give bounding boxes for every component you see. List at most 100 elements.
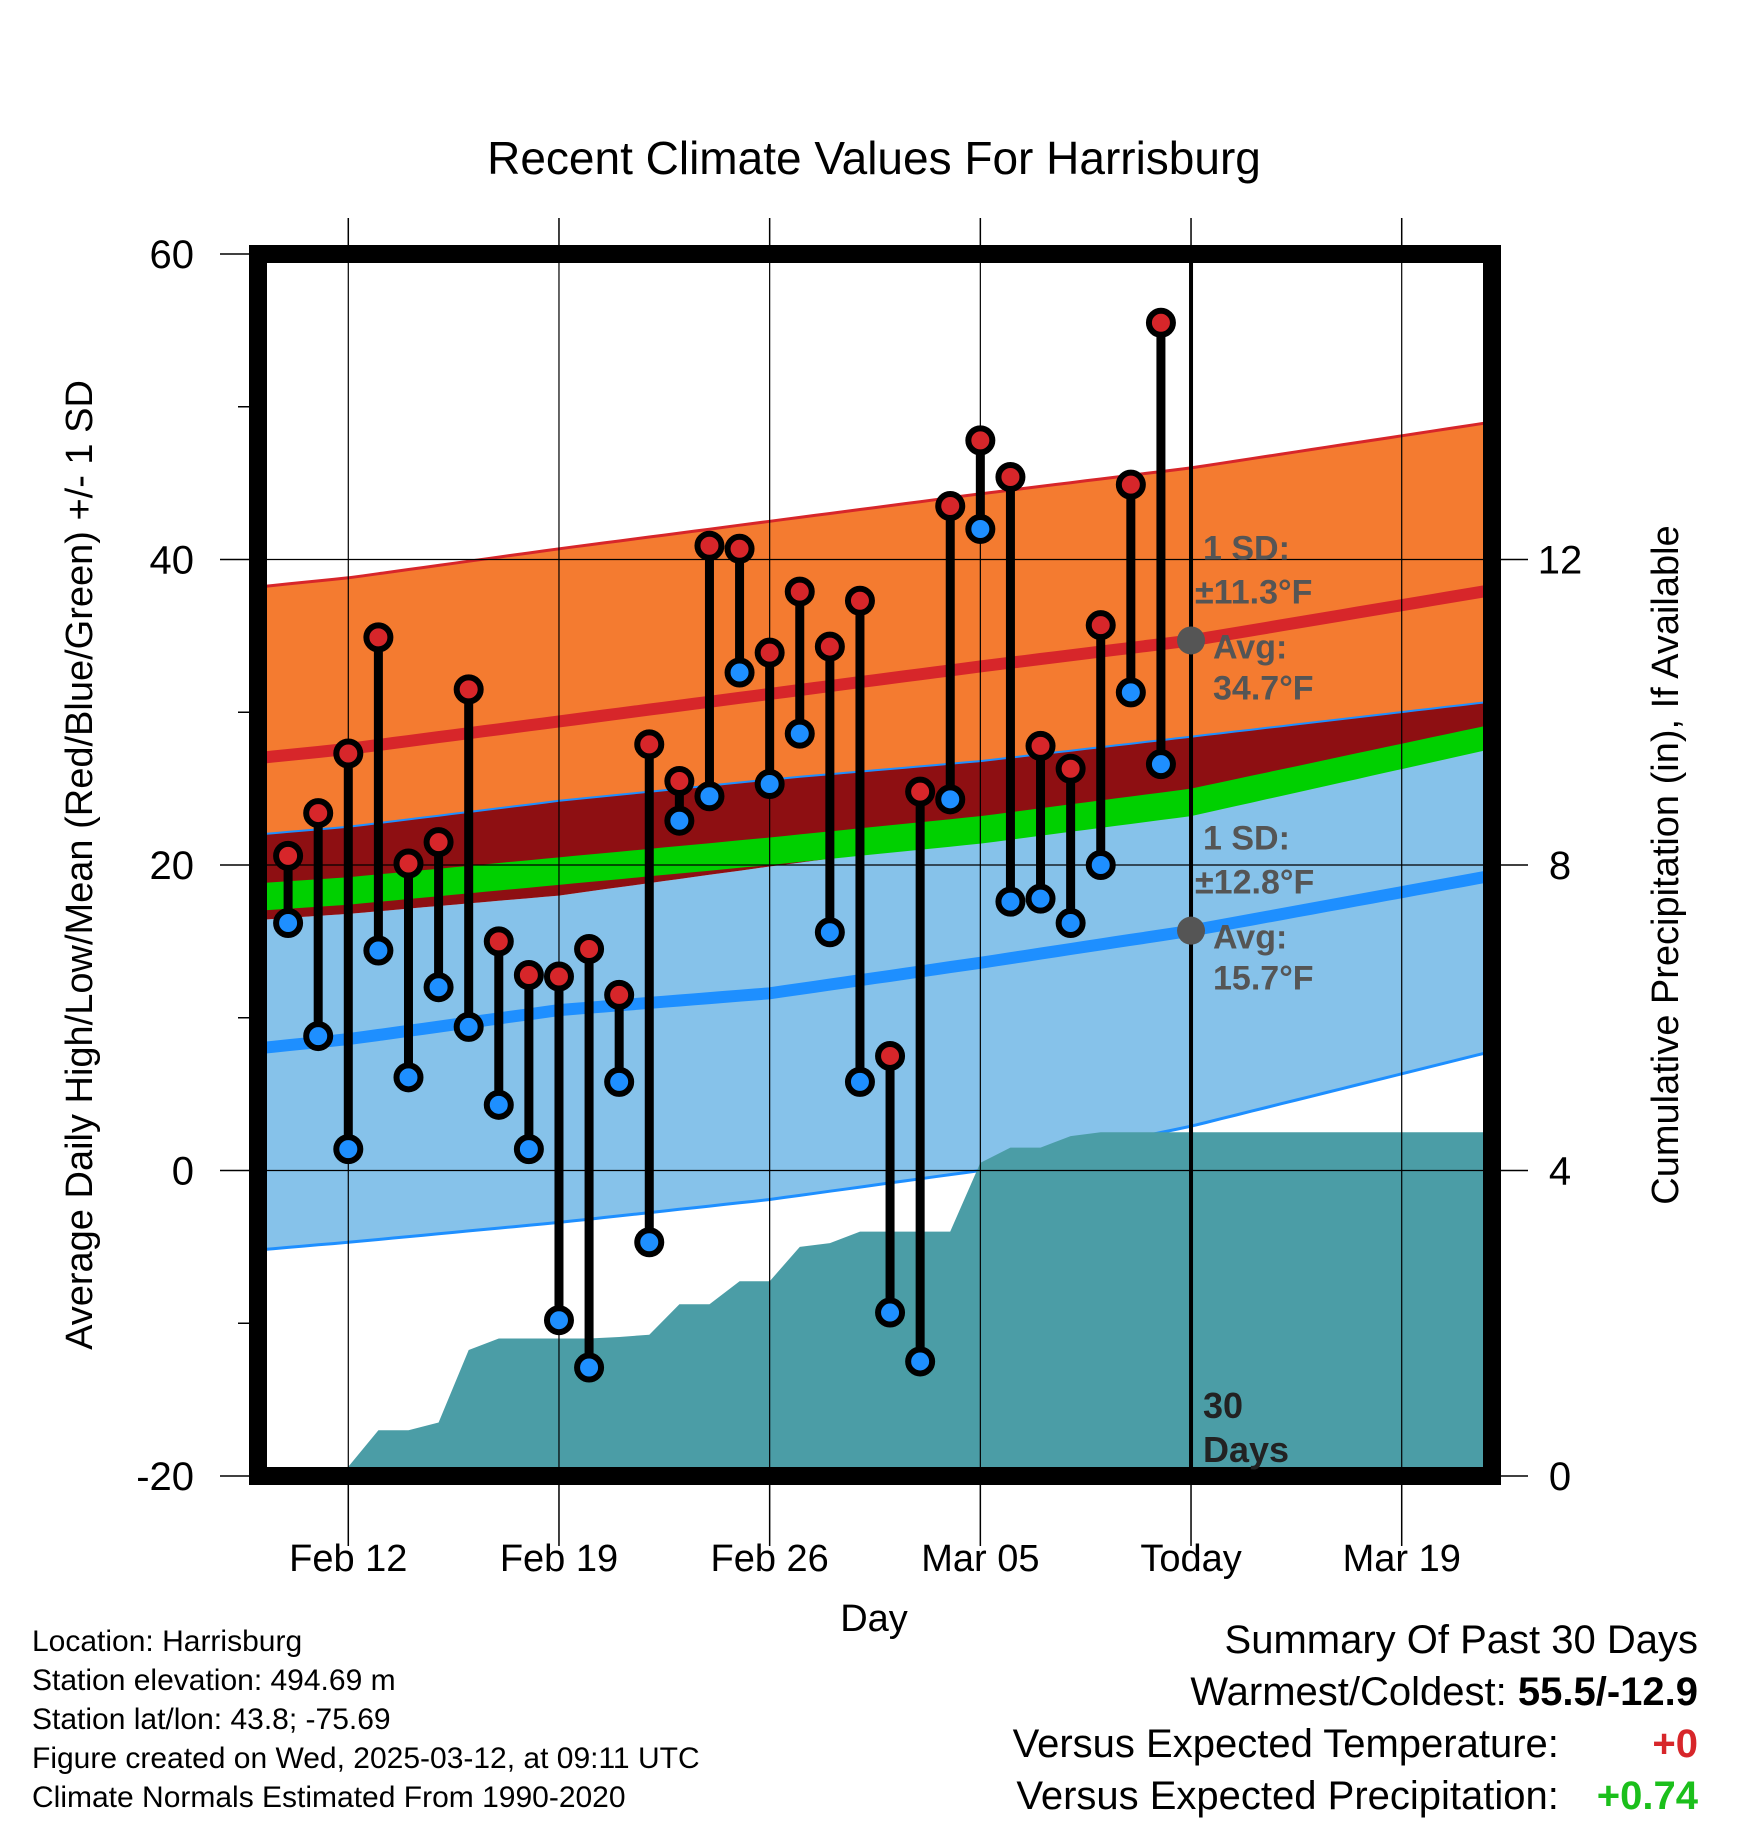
- high-point: [814, 631, 845, 662]
- today-low-avg-marker: [1177, 916, 1206, 945]
- y2-axis-label: Cumulative Precipitation (in), If Availa…: [1645, 525, 1687, 1204]
- high-point: [1025, 730, 1056, 761]
- period-unit: Days: [1203, 1429, 1289, 1470]
- low-point: [724, 657, 755, 688]
- high-point: [423, 827, 454, 858]
- summary-warmest-coldest: Warmest/Coldest: 55.5/-12.9: [1190, 1670, 1698, 1715]
- high-point: [1085, 610, 1116, 641]
- x-tick-label: Mar 19: [1343, 1538, 1461, 1580]
- low-point: [453, 1011, 484, 1042]
- avg-high-line: [258, 584, 1492, 765]
- low-point: [273, 908, 304, 939]
- footer-location: Location: Harrisburg: [32, 1625, 303, 1658]
- low-point: [1055, 908, 1086, 939]
- summary-temperature: Versus Expected Temperature: +0: [1013, 1722, 1698, 1767]
- low-point: [423, 972, 454, 1003]
- high-point: [844, 585, 875, 616]
- high-sd-value: ±11.3°F: [1195, 573, 1312, 611]
- high-point: [453, 674, 484, 705]
- high-point: [1055, 753, 1086, 784]
- high-point: [694, 530, 725, 561]
- high-annotation: 1 SD: ±11.3°F Avg: 34.7°F: [1195, 529, 1314, 707]
- axes: Feb 12 Feb 19 Feb 26 Mar 05 Today Mar 19 -20 0 2…: [136, 218, 1582, 1580]
- warmest-coldest-label: Warmest/Coldest:: [1190, 1670, 1507, 1714]
- high-point: [483, 926, 514, 957]
- low-point: [634, 1227, 665, 1258]
- high-sd-label: 1 SD:: [1203, 529, 1290, 567]
- temp-label: Versus Expected Temperature:: [1012, 1722, 1559, 1766]
- y-tick-label: 60: [150, 233, 195, 277]
- warmest-coldest-value: 55.5/-12.9: [1517, 1670, 1698, 1714]
- high-point: [1115, 469, 1146, 500]
- low-avg-value: 15.7°F: [1213, 960, 1314, 998]
- low-sd-band: [258, 745, 1492, 1250]
- y2-tick-label: 12: [1538, 539, 1583, 583]
- low-point: [754, 769, 785, 800]
- high-point: [784, 576, 815, 607]
- temp-value: +0: [1652, 1722, 1698, 1766]
- high-sd-band: [258, 422, 1492, 835]
- high-point: [363, 622, 394, 653]
- y2-tick-label: 4: [1549, 1150, 1571, 1194]
- precip-value: +0.74: [1596, 1774, 1698, 1818]
- low-point: [935, 784, 966, 815]
- data-marks: [273, 307, 1206, 1383]
- high-point: [333, 738, 364, 769]
- y-tick-label: 40: [150, 539, 195, 583]
- plot-area: [258, 254, 1492, 1476]
- y-tick-label: 20: [150, 844, 195, 888]
- low-point: [844, 1066, 875, 1097]
- high-point: [273, 840, 304, 871]
- high-point: [905, 776, 936, 807]
- low-point: [1025, 883, 1056, 914]
- low-point: [1145, 749, 1176, 780]
- period-count: 30: [1203, 1385, 1243, 1426]
- y2-tick-label: 0: [1549, 1455, 1571, 1499]
- high-point: [1145, 307, 1176, 338]
- low-point: [1115, 677, 1146, 708]
- high-point: [604, 979, 635, 1010]
- footer-created: Figure created on Wed, 2025-03-12, at 09…: [32, 1742, 700, 1775]
- y-axis-label: Average Daily High/Low/Mean (Red/Blue/Gr…: [59, 380, 101, 1350]
- high-point: [574, 934, 605, 965]
- x-tick-label: Feb 12: [289, 1538, 407, 1580]
- chart-title: Recent Climate Values For Harrisburg: [487, 132, 1261, 184]
- high-point: [875, 1040, 906, 1071]
- low-point: [1085, 850, 1116, 880]
- high-point: [935, 491, 966, 522]
- plot-frame: [249, 245, 1501, 1485]
- footer-elevation: Station elevation: 494.69 m: [32, 1664, 396, 1697]
- high-point: [393, 848, 424, 879]
- x-tick-label: Feb 26: [711, 1538, 829, 1580]
- low-point: [784, 718, 815, 749]
- low-point: [694, 781, 725, 812]
- high-minus-sd-line: [258, 700, 1492, 836]
- low-point: [995, 886, 1026, 917]
- low-point: [664, 805, 695, 836]
- x-tick-label: Feb 19: [500, 1538, 618, 1580]
- today-high-avg-marker: [1177, 626, 1206, 655]
- low-annotation: 1 SD: ±12.8°F Avg: 15.7°F: [1195, 820, 1314, 998]
- low-sd-label: 1 SD:: [1203, 820, 1290, 858]
- low-point: [905, 1346, 936, 1377]
- y-tick-label: -20: [136, 1455, 194, 1499]
- high-point: [513, 959, 544, 990]
- footer-latlon: Station lat/lon: 43.8; -75.69: [32, 1703, 391, 1736]
- high-avg-label: Avg:: [1213, 628, 1287, 666]
- low-avg-label: Avg:: [1213, 919, 1287, 957]
- footer-normals: Climate Normals Estimated From 1990-2020: [32, 1781, 626, 1814]
- x-axis-label: Day: [840, 1598, 908, 1640]
- low-minus-sd-line: [258, 1049, 1492, 1252]
- summary-heading: Summary Of Past 30 Days: [1224, 1618, 1698, 1662]
- precip-label: Versus Expected Precipitation:: [1016, 1774, 1559, 1818]
- low-point: [303, 1021, 334, 1052]
- low-point: [574, 1352, 605, 1383]
- x-tick-label: Today: [1140, 1538, 1241, 1580]
- high-point: [965, 425, 996, 456]
- precip-area: [258, 1132, 1492, 1476]
- high-point: [634, 729, 665, 760]
- low-point: [513, 1134, 544, 1165]
- high-point: [664, 765, 695, 796]
- high-point: [754, 637, 785, 668]
